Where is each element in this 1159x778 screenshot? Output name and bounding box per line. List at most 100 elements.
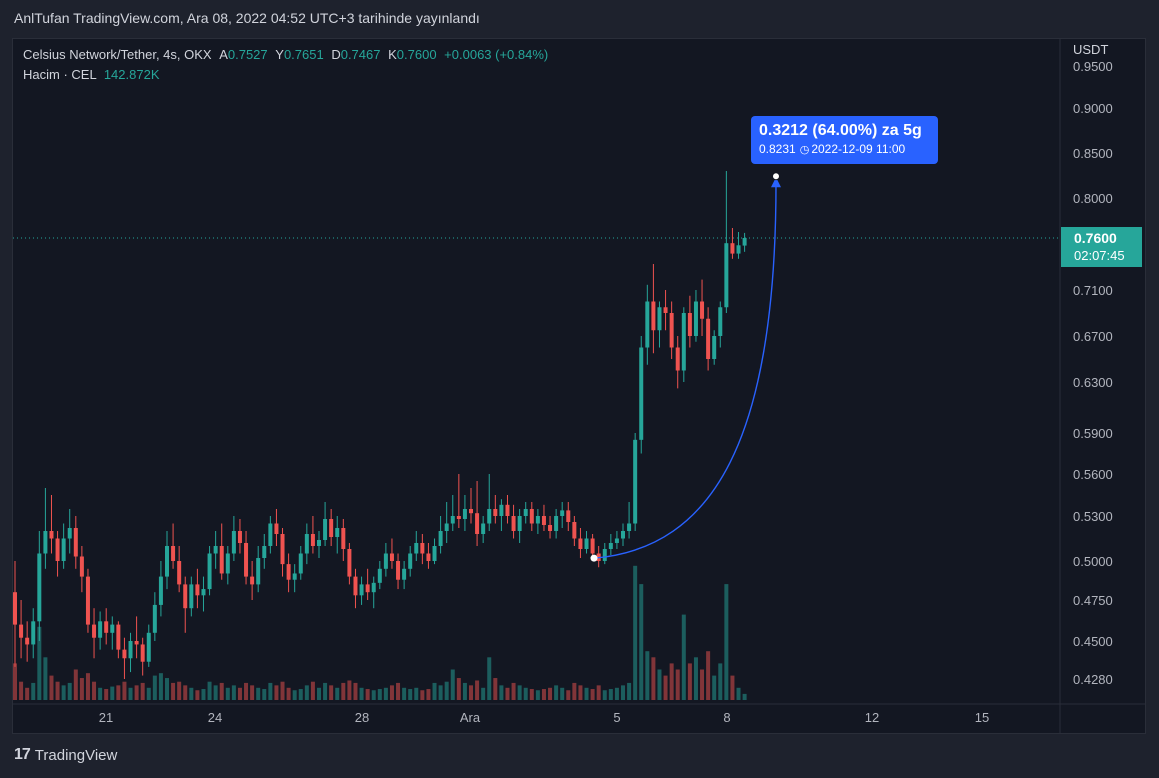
candle-body	[298, 553, 303, 574]
candle-body	[590, 538, 595, 554]
candle-body	[377, 568, 382, 583]
volume-bar	[37, 626, 42, 700]
time-tick-label: 28	[355, 710, 369, 725]
candle-body	[548, 525, 553, 531]
volume-bar	[43, 657, 48, 700]
volume-bar	[317, 687, 321, 700]
candle-body	[165, 546, 169, 577]
volume-label[interactable]: Hacim · CEL	[23, 67, 97, 82]
chart-legend[interactable]: Celsius Network/Tether, 4s, OKX A0.7527 …	[23, 45, 548, 85]
volume-bar	[262, 689, 267, 700]
candle-body	[462, 509, 467, 519]
volume-bar	[645, 651, 650, 700]
candle-body	[177, 561, 182, 585]
legend-row-volume: Hacim · CEL 142.872K	[23, 65, 548, 85]
volume-bar	[183, 685, 188, 700]
volume-bar	[693, 657, 698, 700]
chart-frame[interactable]	[12, 38, 1146, 734]
volume-bar	[353, 682, 358, 700]
candle-body	[146, 632, 151, 662]
volume-bar	[79, 678, 84, 700]
open-value: 0.7527	[227, 47, 268, 62]
candle-body	[469, 509, 473, 514]
candle-body	[341, 528, 346, 549]
volume-bar	[456, 678, 461, 700]
candle-body	[134, 641, 139, 645]
candle-body	[402, 568, 407, 580]
candle-body	[365, 584, 370, 593]
volume-bar	[347, 680, 352, 700]
tradingview-logo[interactable]: 17 TradingView	[14, 746, 117, 764]
candle-body	[408, 553, 413, 569]
volume-bar	[584, 687, 589, 700]
volume-bar	[633, 565, 638, 700]
volume-bar	[590, 689, 595, 700]
candle-body	[681, 313, 686, 371]
candle-body	[383, 553, 388, 569]
candle-body	[511, 516, 516, 531]
price-tick-label: 0.7100	[1073, 283, 1113, 298]
volume-bar	[541, 689, 546, 700]
symbol-title[interactable]: Celsius Network/Tether, 4s, OKX	[23, 47, 212, 62]
time-tick-label: 8	[723, 710, 730, 725]
volume-bar	[365, 689, 370, 700]
volume-bar	[134, 685, 139, 700]
candle-body	[152, 604, 157, 633]
candle-body	[189, 584, 194, 609]
candle-body	[529, 509, 534, 524]
candle-body	[456, 516, 461, 519]
volume-bar	[61, 685, 66, 700]
candle-body	[244, 543, 249, 577]
volume-bar	[213, 685, 218, 700]
volume-bar	[675, 669, 680, 700]
candle-body	[37, 553, 42, 622]
volume-bar	[487, 657, 492, 700]
candle-body	[444, 523, 449, 531]
candle-body	[706, 318, 711, 359]
volume-bar	[49, 675, 54, 700]
candle-body	[657, 307, 662, 331]
volume-bar	[420, 690, 425, 700]
volume-bar	[98, 687, 103, 700]
candle-body	[268, 523, 273, 546]
candle-body	[359, 584, 364, 596]
candle-body	[426, 553, 431, 561]
volume-bar	[681, 614, 686, 700]
volume-bar	[237, 687, 242, 700]
candle-body	[621, 531, 625, 539]
candle-body	[237, 531, 242, 543]
candle-body	[700, 301, 705, 319]
candle-body	[712, 336, 717, 359]
candle-body	[31, 621, 36, 645]
candle-body	[572, 522, 577, 539]
volume-bar	[244, 682, 249, 700]
candle-layer	[13, 171, 747, 679]
price-axis: 0.9500 0.9000 0.8500 0.8000 0.7100 0.6700 0.63…	[1073, 59, 1113, 687]
volume-bar	[140, 682, 145, 700]
time-tick-label: 21	[99, 710, 113, 725]
candle-body	[19, 624, 24, 638]
candle-body	[389, 553, 394, 561]
candle-body	[158, 576, 163, 605]
candle-body	[347, 549, 352, 577]
volume-bar	[128, 687, 133, 700]
candle-body	[207, 553, 212, 590]
volume-bar	[158, 673, 163, 700]
candle-body	[110, 624, 115, 633]
volume-bar	[408, 689, 413, 700]
volume-bar	[177, 681, 182, 700]
candle-body	[560, 510, 565, 516]
volume-bar	[396, 682, 401, 700]
volume-bar	[110, 686, 115, 700]
volume-bar	[292, 690, 297, 700]
volume-bar	[523, 687, 528, 700]
volume-bar	[639, 584, 644, 700]
measure-label[interactable]: 0.3212 (64.00%) za 5g 0.8231 ◷ 2022-12-09 …	[751, 116, 938, 164]
volume-bar	[152, 675, 157, 700]
volume-bar	[286, 687, 291, 700]
volume-bar	[469, 685, 473, 700]
candle-body	[262, 546, 267, 558]
volume-bar	[195, 690, 200, 700]
low-value: 0.7467	[340, 47, 381, 62]
